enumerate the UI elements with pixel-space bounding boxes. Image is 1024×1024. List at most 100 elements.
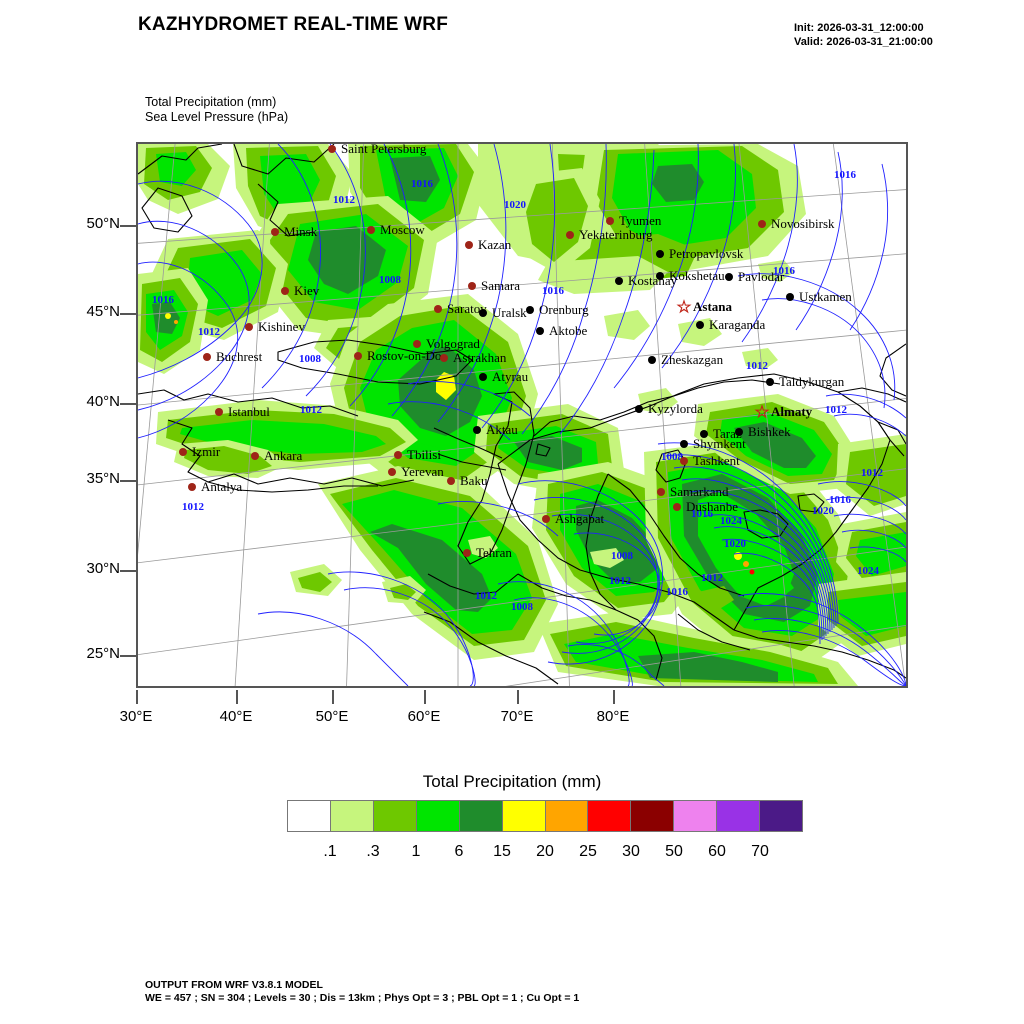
isobar-label-1020: 1020 xyxy=(504,199,526,211)
city-marker xyxy=(696,321,704,329)
city-label-tashkent: Tashkent xyxy=(693,453,740,468)
subtitle-pressure-label: Sea Level Pressure (hPa) xyxy=(145,110,289,124)
city-label-tbilisi: Tbilisi xyxy=(407,447,441,462)
city-label-saratov: Saratov xyxy=(447,301,487,316)
isobar-label-1016: 1016 xyxy=(691,508,713,520)
lat-tick-40°N: 40°N xyxy=(86,393,120,410)
city-marker xyxy=(468,282,476,290)
city-label-samara: Samara xyxy=(481,278,520,293)
city-marker xyxy=(394,451,402,459)
city-label-uralsk: Uralsk xyxy=(492,305,527,320)
isobar-label-1020: 1020 xyxy=(724,538,746,550)
lon-tick-40°E: 40°E xyxy=(219,708,253,725)
city-marker xyxy=(479,373,487,381)
city-label-aktau: Aktau xyxy=(486,422,518,437)
city-marker xyxy=(606,217,614,225)
colorbar-swatch-11[interactable] xyxy=(760,801,803,831)
city-label-almaty: Almaty xyxy=(771,404,813,419)
city-label-pavlodar: Pavlodar xyxy=(738,269,785,284)
capital-star-icon: ☆ xyxy=(754,402,770,422)
city-marker xyxy=(434,305,442,313)
city-label-samarkand: Samarkand xyxy=(670,484,729,499)
map-canvas xyxy=(138,144,906,686)
city-marker xyxy=(447,477,455,485)
city-marker xyxy=(673,503,681,511)
lon-tick-60°E: 60°E xyxy=(407,708,441,725)
city-label-kiev: Kiev xyxy=(294,283,320,298)
colorbar-swatch-0[interactable] xyxy=(288,801,331,831)
city-label-yekaterinburg: Yekaterinburg xyxy=(579,227,653,242)
isobar-label-1012: 1012 xyxy=(475,590,497,602)
city-marker xyxy=(463,549,471,557)
isobar-label-1016: 1016 xyxy=(152,294,174,306)
isobar-label-1012: 1012 xyxy=(701,572,723,584)
lon-tickmark xyxy=(136,690,138,704)
city-label-kazan: Kazan xyxy=(478,237,512,252)
city-marker xyxy=(281,287,289,295)
city-label-rostov-on-do: Rostov-on-Do xyxy=(367,348,442,363)
lat-tick-45°N: 45°N xyxy=(86,303,120,320)
lon-tickmark xyxy=(517,690,519,704)
colorbar-swatch-3[interactable] xyxy=(416,801,460,831)
city-label-shymkent: Shymkent xyxy=(693,436,746,451)
lon-tick-70°E: 70°E xyxy=(500,708,534,725)
city-label-baku: Baku xyxy=(460,473,488,488)
isobar-label-1012: 1012 xyxy=(333,194,355,206)
lat-tickmark xyxy=(120,225,136,227)
city-marker xyxy=(758,220,766,228)
city-label-kokshetau: Kokshetau xyxy=(669,268,725,283)
isobar-label-1012: 1012 xyxy=(609,575,631,587)
city-marker xyxy=(440,354,448,362)
colorbar-swatch-6[interactable] xyxy=(545,801,589,831)
city-label-astrakhan: Astrakhan xyxy=(453,350,507,365)
city-label-kishinev: Kishinev xyxy=(258,319,305,334)
lon-tickmark xyxy=(332,690,334,704)
isobar-label-1012: 1012 xyxy=(182,501,204,513)
city-label-ashgabat: Ashgabat xyxy=(555,511,605,526)
city-marker xyxy=(367,226,375,234)
lat-tick-35°N: 35°N xyxy=(86,470,120,487)
city-marker xyxy=(566,231,574,239)
colorbar-title: Total Precipitation (mm) xyxy=(422,772,602,791)
city-marker xyxy=(179,448,187,456)
colorbar-swatch-7[interactable] xyxy=(588,801,632,831)
page-title: KAZHYDROMET REAL-TIME WRF xyxy=(138,14,449,35)
city-marker xyxy=(526,306,534,314)
isobar-label-1012: 1012 xyxy=(300,404,322,416)
city-marker xyxy=(479,309,487,317)
colorbar-tick-70: 70 xyxy=(751,843,769,860)
colorbar-tick-6: 6 xyxy=(454,843,464,860)
colorbar-tick-50: 50 xyxy=(665,843,683,860)
city-label-saint-petersburg: Saint Petersburg xyxy=(341,142,427,156)
isobar-label-1012: 1012 xyxy=(861,467,883,479)
isobar-label-1012: 1012 xyxy=(746,360,768,372)
colorbar-swatch-4[interactable] xyxy=(459,801,503,831)
city-label-aktobe: Aktobe xyxy=(549,323,588,338)
colorbar-tick-25: 25 xyxy=(579,843,597,860)
colorbar-swatch-10[interactable] xyxy=(717,801,761,831)
lat-tickmark xyxy=(120,403,136,405)
city-marker xyxy=(465,241,473,249)
city-label-ustkamen: Ustkamen xyxy=(799,289,852,304)
colorbar-tick-.3: .3 xyxy=(366,843,380,860)
city-marker xyxy=(766,378,774,386)
lat-tickmark xyxy=(120,480,136,482)
colorbar-swatch-5[interactable] xyxy=(502,801,546,831)
graticule xyxy=(138,144,906,686)
colorbar[interactable] xyxy=(287,800,803,832)
city-label-antalya: Antalya xyxy=(201,479,243,494)
city-marker xyxy=(680,440,688,448)
colorbar-swatch-1[interactable] xyxy=(330,801,374,831)
weather-map[interactable]: 1016 1012 1016 1020 1008 1016 1016 1016 1012 1008… xyxy=(136,142,908,688)
colorbar-tick-.1: .1 xyxy=(323,843,337,860)
city-marker xyxy=(656,272,664,280)
colorbar-swatch-9[interactable] xyxy=(674,801,718,831)
city-label-karaganda: Karaganda xyxy=(709,317,766,332)
city-label-kostanay: Kostanay xyxy=(628,273,678,288)
city-marker xyxy=(657,488,665,496)
lon-tickmark xyxy=(424,690,426,704)
colorbar-swatch-8[interactable] xyxy=(631,801,675,831)
city-label-atyrau: Atyrau xyxy=(492,369,529,384)
precipitation-field xyxy=(138,144,906,686)
colorbar-swatch-2[interactable] xyxy=(373,801,417,831)
